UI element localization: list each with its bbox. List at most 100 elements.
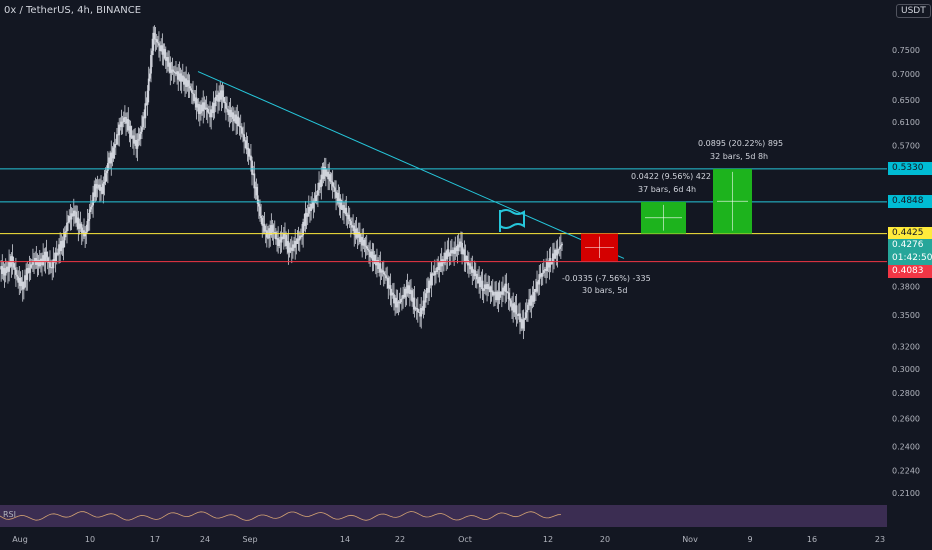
candle-body	[301, 235, 303, 237]
candle-body	[555, 249, 558, 256]
candle-body	[125, 117, 127, 124]
candle-body	[290, 247, 293, 251]
candle-body	[415, 307, 418, 309]
candle-body	[218, 92, 221, 102]
candle-body	[116, 134, 118, 145]
candle-body	[446, 249, 449, 260]
candle-body	[55, 252, 58, 255]
candle-body	[490, 290, 493, 293]
candle-body	[379, 263, 382, 273]
candle-body	[101, 187, 104, 194]
candle-body	[425, 288, 428, 294]
candle-body	[453, 249, 456, 254]
candle-body	[221, 90, 224, 97]
candle-body	[366, 248, 369, 251]
candle-body	[62, 240, 65, 248]
candle-body	[524, 312, 527, 319]
candle-body	[389, 285, 392, 296]
candle-body	[68, 216, 71, 223]
candle-body	[61, 241, 64, 248]
candle-body	[382, 272, 385, 275]
candle-body	[165, 57, 168, 61]
candle-body	[326, 171, 328, 177]
x-tick-label: 14	[340, 535, 350, 544]
currency-button[interactable]: USDT	[896, 4, 931, 18]
short-measure-line1: -0.0335 (-7.56%) -335	[562, 274, 651, 283]
candle-body	[514, 305, 517, 313]
candle-body	[47, 262, 50, 263]
candle-body	[14, 269, 17, 275]
candle-body	[187, 80, 190, 87]
candle-body	[256, 195, 259, 204]
candle-body	[36, 259, 39, 265]
candle-body	[559, 245, 562, 247]
candle-body	[152, 32, 155, 51]
candle-body	[57, 254, 59, 255]
candle-body	[93, 192, 96, 197]
candle-body	[238, 126, 241, 127]
candle-body	[534, 289, 537, 292]
candle-body	[402, 294, 404, 299]
candle-body	[9, 261, 12, 267]
candle-body	[397, 301, 400, 304]
candle-body	[200, 104, 202, 114]
candle-body	[117, 134, 119, 136]
candle-body	[403, 294, 406, 298]
candle-body	[470, 266, 473, 270]
candle-body	[205, 107, 208, 110]
candle-body	[59, 244, 62, 252]
candle-body	[396, 301, 399, 308]
candle-body	[302, 221, 305, 236]
candle-body	[102, 183, 105, 194]
candle-body	[113, 144, 116, 148]
candle-body	[278, 239, 281, 246]
candle-body	[380, 270, 383, 273]
candle-body	[347, 214, 350, 220]
candle-body	[351, 225, 353, 228]
candle-body	[255, 186, 258, 196]
candle-body	[407, 285, 410, 290]
candle-body	[381, 270, 384, 273]
x-tick-label: 12	[543, 535, 553, 544]
candle-body	[433, 270, 436, 276]
y-tick-label: 0.2800	[892, 389, 920, 398]
candle-body	[50, 266, 52, 268]
candle-body	[106, 163, 109, 171]
candle-body	[153, 32, 156, 39]
candle-body	[44, 251, 47, 262]
candle-body	[504, 283, 507, 292]
candle-body	[217, 94, 219, 102]
candle-body	[264, 230, 267, 232]
candle-body	[39, 258, 42, 262]
x-tick-label: 24	[200, 535, 210, 544]
candle-body	[359, 233, 361, 243]
candle-body	[458, 241, 461, 248]
candle-body	[500, 291, 503, 295]
candle-body	[532, 292, 535, 302]
candle-body	[260, 216, 263, 219]
candle-body	[460, 241, 462, 243]
candle-body	[89, 206, 92, 210]
candle-body	[138, 133, 141, 140]
candle-body	[46, 257, 49, 263]
candle-body	[151, 50, 154, 55]
candle-body	[432, 274, 435, 276]
candle-body	[505, 283, 508, 292]
y-tick-label: 0.5700	[892, 142, 920, 151]
candle-body	[122, 117, 125, 122]
candle-body	[99, 184, 101, 191]
candle-body	[548, 258, 551, 268]
candle-body	[1, 266, 4, 274]
candle-body	[175, 72, 177, 75]
candle-body	[259, 206, 261, 217]
candle-body	[21, 281, 24, 290]
candle-body	[262, 223, 265, 226]
candle-body	[479, 277, 482, 288]
candle-body	[334, 187, 336, 192]
candle-body	[197, 104, 200, 114]
candle-body	[394, 297, 397, 304]
candle-body	[139, 131, 142, 134]
candle-body	[145, 103, 148, 105]
candle-body	[540, 273, 543, 277]
